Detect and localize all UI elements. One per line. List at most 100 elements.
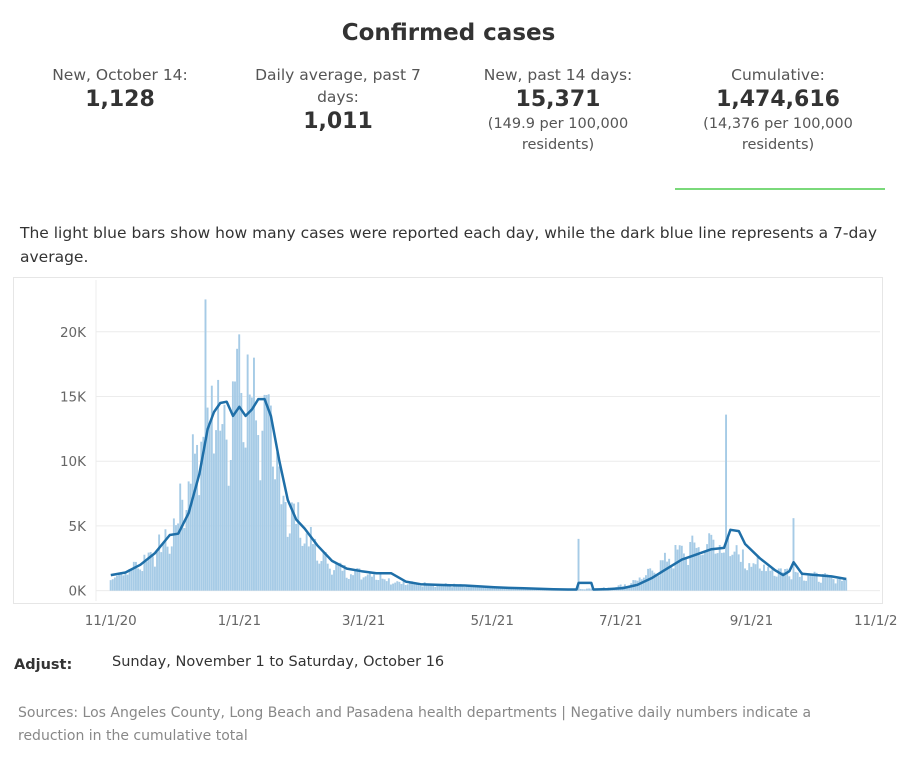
daily-bar[interactable] xyxy=(225,439,228,591)
daily-bar[interactable] xyxy=(118,573,121,591)
daily-bar[interactable] xyxy=(130,569,133,591)
daily-bar[interactable] xyxy=(710,534,713,591)
daily-bar[interactable] xyxy=(271,466,274,591)
daily-bar[interactable] xyxy=(145,561,148,591)
daily-bar[interactable] xyxy=(411,581,413,591)
daily-bar[interactable] xyxy=(417,584,420,591)
daily-bar[interactable] xyxy=(352,575,354,591)
daily-bar[interactable] xyxy=(495,588,498,591)
daily-bar[interactable] xyxy=(832,579,835,591)
daily-bar[interactable] xyxy=(246,354,249,591)
daily-bar[interactable] xyxy=(419,585,422,591)
daily-bar[interactable] xyxy=(668,558,671,591)
cases-chart[interactable]: 0K 5K 10K 15K 20K 11/1/20 1/1/21 3/1/21 5/1/21 7/… xyxy=(14,278,897,629)
daily-bar[interactable] xyxy=(347,578,350,591)
daily-bar[interactable] xyxy=(440,584,443,591)
daily-bar[interactable] xyxy=(845,579,848,591)
daily-bar[interactable] xyxy=(299,537,302,591)
daily-bar[interactable] xyxy=(822,573,824,591)
daily-bar[interactable] xyxy=(356,568,359,591)
daily-bar[interactable] xyxy=(122,575,125,591)
daily-bar[interactable] xyxy=(269,405,272,591)
daily-bar[interactable] xyxy=(109,580,112,591)
daily-bar[interactable] xyxy=(586,588,588,591)
daily-bar[interactable] xyxy=(815,572,818,591)
daily-bar[interactable] xyxy=(716,553,719,591)
daily-bar[interactable] xyxy=(240,392,243,591)
daily-bar[interactable] xyxy=(126,574,129,591)
daily-bar[interactable] xyxy=(442,584,445,591)
daily-bar[interactable] xyxy=(375,579,378,591)
daily-bar[interactable] xyxy=(651,570,654,591)
daily-bar[interactable] xyxy=(438,584,441,591)
daily-bar[interactable] xyxy=(185,509,188,591)
daily-bar[interactable] xyxy=(480,587,483,591)
daily-bar[interactable] xyxy=(259,480,262,591)
daily-bar[interactable] xyxy=(446,584,449,591)
daily-bar[interactable] xyxy=(676,549,679,591)
daily-bar[interactable] xyxy=(111,579,114,591)
daily-bar[interactable] xyxy=(786,568,789,591)
daily-bar[interactable] xyxy=(390,584,392,591)
daily-bar[interactable] xyxy=(626,586,628,591)
daily-bar[interactable] xyxy=(577,538,580,591)
daily-bar[interactable] xyxy=(714,553,717,591)
daily-bar[interactable] xyxy=(672,568,675,591)
daily-bar[interactable] xyxy=(803,580,805,591)
daily-bar[interactable] xyxy=(754,564,757,591)
daily-bar[interactable] xyxy=(704,550,706,591)
daily-bar[interactable] xyxy=(143,554,146,591)
daily-bar[interactable] xyxy=(792,518,795,591)
daily-bar[interactable] xyxy=(807,575,810,591)
daily-bar[interactable] xyxy=(316,560,319,591)
daily-bar[interactable] xyxy=(168,553,171,591)
daily-bar[interactable] xyxy=(181,499,184,591)
daily-bar[interactable] xyxy=(309,526,312,591)
daily-bar[interactable] xyxy=(699,555,702,591)
daily-bar[interactable] xyxy=(280,504,283,591)
daily-bar[interactable] xyxy=(219,430,222,591)
daily-bar[interactable] xyxy=(139,569,142,591)
daily-bar[interactable] xyxy=(463,586,466,591)
daily-bar[interactable] xyxy=(733,551,736,591)
daily-bar[interactable] xyxy=(459,584,462,591)
daily-bar[interactable] xyxy=(514,588,517,591)
daily-bar[interactable] xyxy=(324,552,327,591)
daily-bar[interactable] xyxy=(177,523,180,591)
daily-bar[interactable] xyxy=(744,568,746,591)
daily-bar[interactable] xyxy=(436,585,439,591)
daily-bar[interactable] xyxy=(579,589,582,591)
daily-bar[interactable] xyxy=(301,545,304,591)
daily-bar[interactable] xyxy=(449,586,451,591)
daily-bar[interactable] xyxy=(718,544,721,591)
daily-bar[interactable] xyxy=(455,584,458,591)
daily-bar[interactable] xyxy=(813,571,816,591)
daily-bar[interactable] xyxy=(276,452,279,591)
daily-bar[interactable] xyxy=(805,580,808,591)
daily-bar[interactable] xyxy=(124,573,127,591)
daily-bar[interactable] xyxy=(217,379,220,591)
daily-bar[interactable] xyxy=(516,588,519,591)
daily-bar[interactable] xyxy=(476,585,479,591)
daily-bar[interactable] xyxy=(739,561,742,591)
daily-bar[interactable] xyxy=(680,545,683,591)
daily-bar[interactable] xyxy=(444,583,447,591)
daily-bar[interactable] xyxy=(843,577,846,591)
daily-bar[interactable] xyxy=(663,552,666,591)
daily-bar[interactable] xyxy=(337,564,340,591)
daily-bar[interactable] xyxy=(756,556,759,591)
daily-bar[interactable] xyxy=(206,407,209,591)
daily-bar[interactable] xyxy=(691,535,694,591)
daily-bar[interactable] xyxy=(800,571,803,591)
daily-bar[interactable] xyxy=(722,552,725,591)
daily-bar[interactable] xyxy=(189,483,192,591)
daily-bar[interactable] xyxy=(461,584,464,591)
daily-bar[interactable] xyxy=(642,577,645,591)
daily-bar[interactable] xyxy=(345,577,348,591)
daily-bar[interactable] xyxy=(737,554,740,591)
daily-bar[interactable] xyxy=(493,587,496,591)
daily-bar[interactable] xyxy=(179,483,182,591)
daily-bar[interactable] xyxy=(381,578,384,591)
daily-bar[interactable] xyxy=(341,570,344,591)
daily-bar[interactable] xyxy=(326,563,329,591)
